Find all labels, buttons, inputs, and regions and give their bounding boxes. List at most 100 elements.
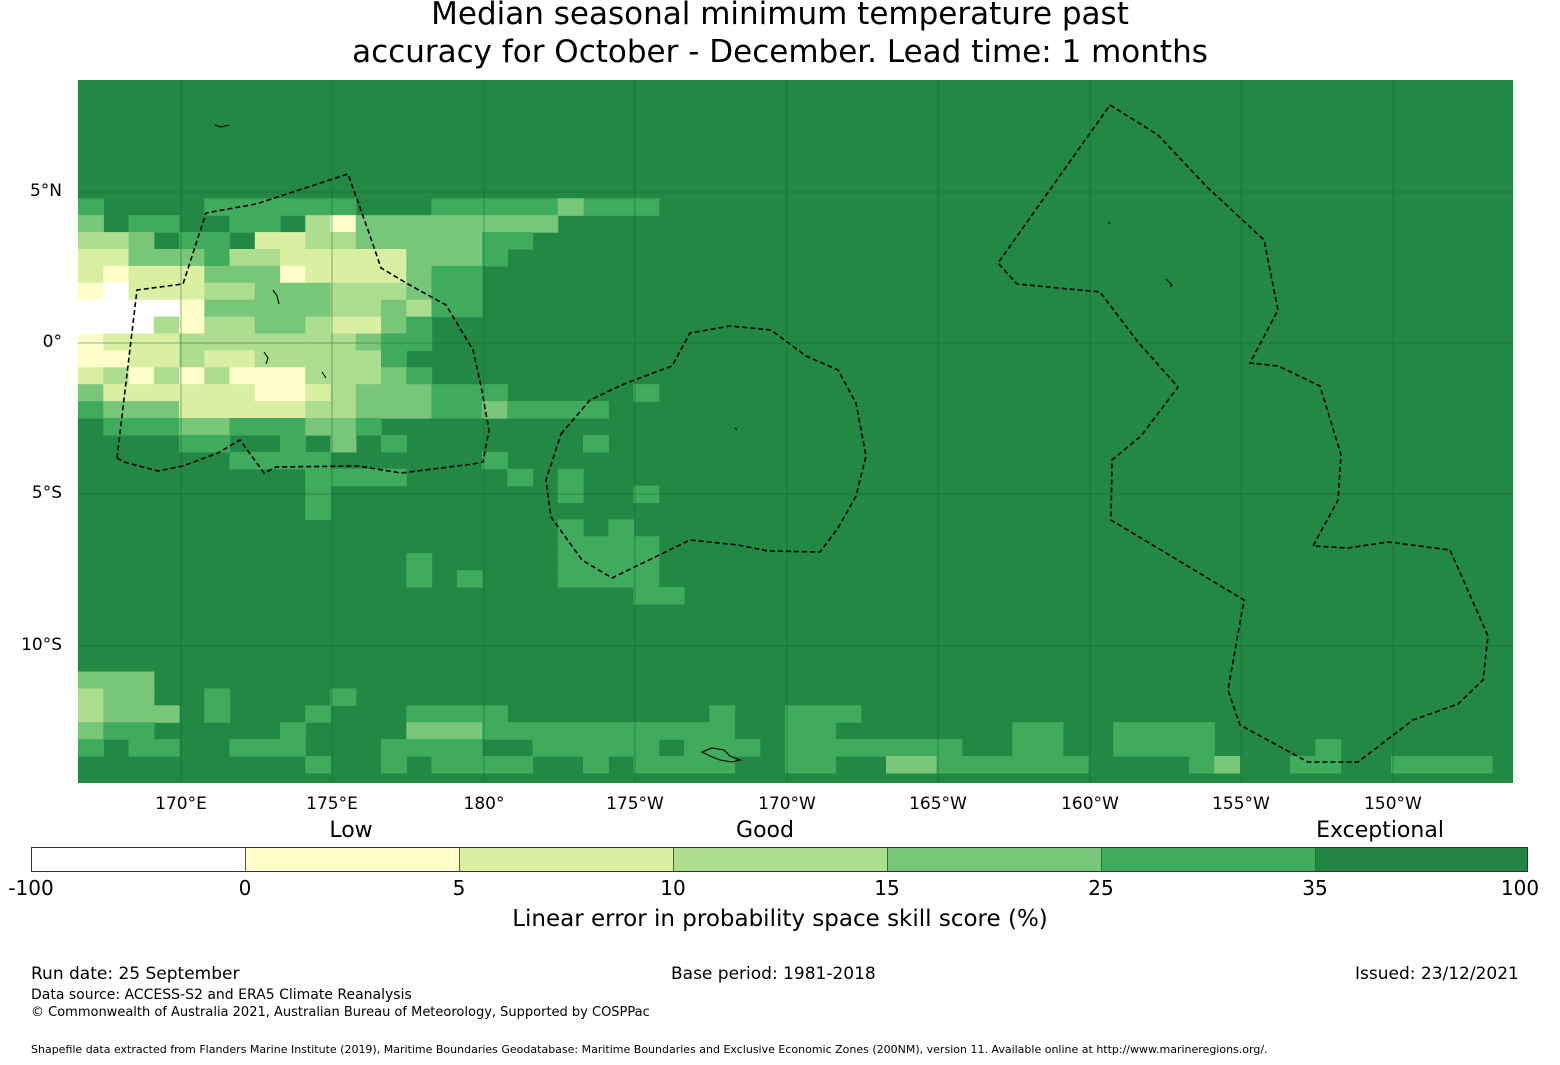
- skill-cell: [204, 299, 332, 318]
- skill-cell: [431, 232, 483, 250]
- skill-cell: [557, 536, 660, 554]
- eez-boundary-phoenix: [545, 325, 867, 579]
- skill-cell: [153, 401, 180, 419]
- skill-cell: [128, 688, 155, 706]
- skill-cell: [179, 316, 205, 335]
- skill-cell: [406, 570, 433, 588]
- colorbar-tick: 35: [1302, 876, 1328, 900]
- skill-cell: [431, 756, 534, 774]
- skill-cell: [1189, 756, 1215, 774]
- skill-cell: [1315, 739, 1342, 757]
- base-period: Base period: 1981-2018: [671, 964, 876, 984]
- skill-cell: [128, 249, 205, 267]
- skill-cell: [406, 333, 433, 351]
- skill-cell: [305, 367, 332, 385]
- lon-label-180: 180°: [463, 794, 505, 814]
- skill-cell: [355, 215, 433, 233]
- data-source: Data source: ACCESS-S2 and ERA5 Climate …: [31, 987, 412, 1003]
- skill-cell: [103, 705, 180, 723]
- skill-cell: [103, 671, 155, 689]
- skill-cell: [128, 265, 205, 284]
- skill-cell: [633, 384, 660, 402]
- skill-cell: [785, 739, 963, 757]
- skill-cell: [381, 739, 483, 757]
- skill-cell: [179, 434, 231, 453]
- skill-cell: [103, 401, 130, 419]
- skill-cell: [507, 468, 534, 487]
- skill-cell: [179, 418, 231, 436]
- skill-cell: [78, 282, 104, 301]
- skill-cell: [78, 739, 104, 757]
- skill-cell: [785, 756, 837, 774]
- colorbar-tick: 10: [660, 876, 686, 900]
- skill-cell: [204, 705, 231, 723]
- colorbar-segment: [32, 848, 246, 871]
- skill-cell: [103, 722, 155, 740]
- colorbar-segment: [888, 848, 1102, 871]
- skill-cell: [330, 299, 382, 318]
- skill-cell: [355, 384, 433, 402]
- colorbar-segment: [1316, 848, 1527, 871]
- skill-cell: [330, 688, 357, 706]
- lon-label-175e: 175°E: [306, 794, 358, 814]
- colorbar-tick: 25: [1088, 876, 1114, 900]
- skill-cell: [204, 265, 256, 284]
- skill-cell: [305, 401, 357, 419]
- skill-cell: [305, 502, 332, 520]
- skill-cell: [179, 282, 205, 301]
- skill-cell: [78, 671, 104, 689]
- copyright-notice: © Commonwealth of Australia 2021, Austra…: [31, 1005, 650, 1020]
- skill-cell: [431, 401, 483, 419]
- skill-cell: [229, 739, 306, 757]
- skill-cell: [229, 249, 281, 267]
- colorbar-segment: [246, 848, 460, 871]
- map-title-line-1: Median seasonal minimum temperature past: [431, 0, 1129, 32]
- skill-cell: [128, 401, 155, 419]
- skill-cell: [355, 418, 382, 436]
- skill-cell: [103, 265, 130, 284]
- skill-cell: [153, 367, 180, 385]
- skill-cell: [482, 401, 508, 419]
- skill-cell: [305, 249, 357, 267]
- skill-cell: [330, 316, 382, 335]
- skill-cell: [254, 418, 281, 436]
- colorbar-segment: [674, 848, 888, 871]
- skill-cell: [153, 333, 180, 351]
- skill-cell: [305, 265, 332, 284]
- skill-cell: [406, 265, 433, 284]
- skill-cell: [431, 265, 483, 284]
- skill-cell: [78, 198, 104, 216]
- skill-cell: [381, 316, 407, 335]
- skill-cell: [406, 722, 483, 740]
- skill-cells: [78, 198, 1493, 774]
- skill-cell: [381, 756, 407, 774]
- eez-boundaries: [116, 103, 1489, 763]
- skill-cell: [78, 215, 104, 233]
- skill-cell: [532, 739, 660, 757]
- colorbar: [31, 847, 1528, 872]
- legend-category-low: Low: [329, 818, 373, 843]
- skill-cell: [406, 299, 433, 318]
- colorbar-tick: 100: [1500, 876, 1540, 900]
- eez-boundary-gilberts: [116, 172, 490, 475]
- skill-cell: [254, 282, 332, 301]
- lat-label-10s: 10°S: [21, 635, 62, 655]
- skill-cell: [406, 282, 433, 301]
- skill-cell: [78, 299, 180, 318]
- skill-cell: [103, 282, 130, 301]
- skill-cell: [179, 401, 231, 419]
- map-title-line-2: accuracy for October - December. Lead ti…: [352, 34, 1208, 70]
- skill-cell: [557, 519, 584, 537]
- skill-cell: [78, 316, 104, 335]
- skill-cell: [1113, 739, 1215, 757]
- skill-cell: [482, 249, 508, 267]
- skill-cell: [482, 451, 508, 470]
- skill-cell: [78, 265, 104, 284]
- skill-cell: [785, 705, 862, 723]
- skill-cell: [482, 722, 635, 740]
- skill-cell: [381, 333, 407, 351]
- skill-cell: [583, 756, 609, 774]
- lon-label-165w: 165°W: [909, 794, 967, 814]
- skill-cell: [381, 434, 407, 453]
- skill-cell: [128, 232, 155, 250]
